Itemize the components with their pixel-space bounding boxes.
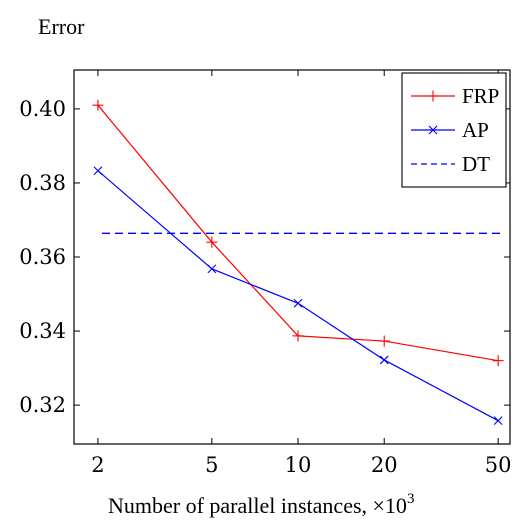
legend-label-frp: FRP: [462, 84, 499, 108]
x-axis-title-exponent: 3: [407, 491, 415, 507]
legend-item-dt: DT: [411, 152, 490, 176]
x-tick-label: 50: [485, 453, 512, 477]
legend-item-frp: FRP: [411, 84, 499, 108]
legend-item-ap: AP: [411, 118, 489, 142]
series-ap-point-b: [293, 298, 303, 308]
y-axis-ticks: 0.40 0.38 0.36 0.34 0.32: [19, 97, 510, 417]
y-tick-label: 0.40: [19, 97, 66, 121]
x-axis-ticks: 2 5 10 20 50: [91, 70, 512, 477]
x-tick-label: 20: [371, 453, 398, 477]
series-ap-point-b: [379, 355, 389, 365]
x-axis-title-text: Number of parallel instances, ×10: [108, 493, 407, 518]
series-ap-line: [97, 170, 499, 422]
y-tick-label: 0.38: [19, 171, 66, 195]
legend: FRP AP DT: [401, 72, 507, 188]
y-tick-label: 0.36: [19, 245, 66, 269]
x-axis-title: Number of parallel instances, ×103: [108, 491, 414, 518]
series-ap: [93, 166, 503, 426]
series-layer: [92, 99, 504, 426]
y-tick-label: 0.34: [19, 319, 66, 343]
series-ap-point-b: [93, 166, 103, 176]
legend-marker-ap-b: [428, 125, 438, 135]
x-tick-label: 10: [285, 453, 312, 477]
x-tick-label: 5: [205, 453, 218, 477]
series-ap-point-b: [493, 416, 503, 426]
x-tick-label: 2: [91, 453, 104, 477]
series-frp: [92, 99, 504, 367]
legend-label-dt: DT: [462, 152, 490, 176]
y-axis-title: Error: [38, 14, 85, 39]
y-tick-label: 0.32: [19, 393, 66, 417]
legend-label-ap: AP: [462, 118, 489, 142]
series-ap-point-b: [207, 264, 217, 274]
